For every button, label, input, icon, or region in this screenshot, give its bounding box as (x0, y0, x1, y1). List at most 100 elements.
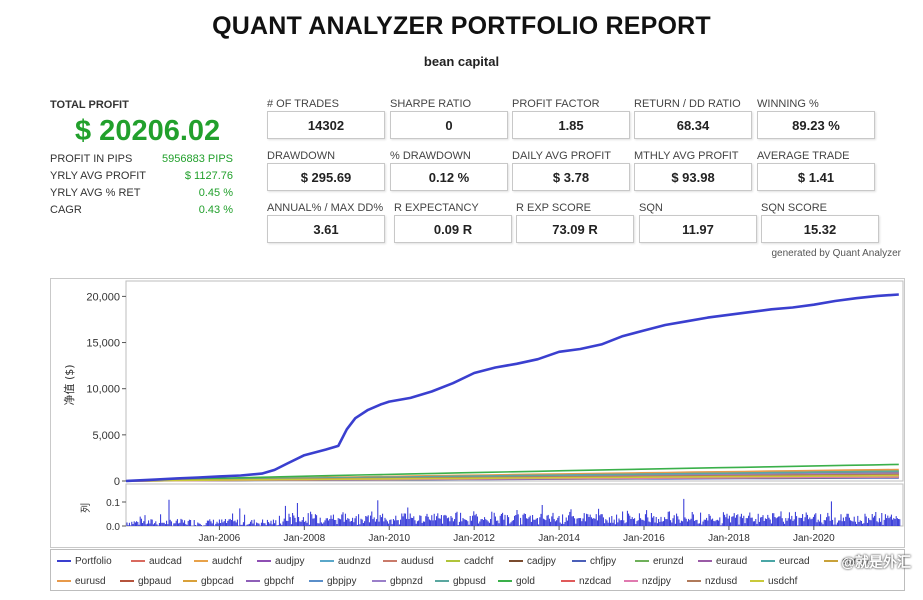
legend-swatch (750, 580, 764, 582)
legend-item-audnzd[interactable]: audnzd (314, 556, 377, 567)
legend-label: gbpcad (201, 575, 234, 587)
legend-swatch (57, 580, 71, 582)
series-line-gold (125, 463, 899, 482)
legend-item-gbpnzd[interactable]: gbpnzd (366, 576, 429, 587)
metric-value: $ 93.98 (634, 163, 752, 191)
legend-label: eurjpy (842, 555, 870, 567)
metric-r-exp-score: R EXP SCORE 73.09 R (516, 202, 634, 243)
summary-row-value: $ 1127.76 (184, 170, 233, 182)
report-title: QUANT ANALYZER PORTFOLIO REPORT (212, 12, 711, 40)
legend-item-erunzd[interactable]: erunzd (629, 556, 692, 567)
y-axis-label: 净值 ($) (62, 364, 76, 405)
x-tick-label: Jan-2018 (708, 533, 750, 544)
legend-swatch (498, 580, 512, 582)
legend-item-audusd[interactable]: audusd (377, 556, 440, 567)
legend-label: nzdusd (705, 575, 738, 587)
legend-item-gold[interactable]: gold (492, 576, 555, 587)
legend-label: audcad (149, 555, 182, 567)
legend-item-gbpusd[interactable]: gbpusd (429, 576, 492, 587)
watermark-text: @就是外汇 (841, 554, 911, 570)
legend-item-usdchf[interactable]: usdchf (744, 576, 807, 587)
legend-item-gbpaud[interactable]: gbpaud (114, 576, 177, 587)
metric-label: WINNING % (757, 98, 819, 110)
legend-item-audcad[interactable]: audcad (125, 556, 188, 567)
metric-label: SQN (639, 202, 663, 214)
legend-swatch (561, 580, 575, 582)
legend-swatch (698, 560, 712, 562)
legend-label: nzdjpy (642, 575, 671, 587)
summary-row-value: 0.43 % (198, 204, 233, 216)
metric-winning: WINNING % 89.23 % (757, 98, 875, 139)
legend-item-euraud[interactable]: euraud (692, 556, 755, 567)
legend-swatch (194, 560, 208, 562)
legend-label: gbpaud (138, 575, 172, 587)
metric-avg-trade: AVERAGE TRADE $ 1.41 (757, 150, 875, 191)
legend-item-gbpcad[interactable]: gbpcad (177, 576, 240, 587)
legend-item-cadjpy[interactable]: cadjpy (503, 556, 566, 567)
metric-value: 68.34 (634, 111, 752, 139)
summary-row-label: YRLY AVG % RET (50, 187, 141, 199)
legend-label: chfjpy (590, 555, 617, 567)
metric-value: 14302 (267, 111, 385, 139)
lower-y-tick-label: 0.1 (106, 498, 120, 509)
metric-value: 15.32 (761, 215, 879, 243)
x-tick-label: Jan-2016 (623, 533, 665, 544)
metric-label: R EXPECTANCY (394, 202, 479, 214)
metric-profit-factor: PROFIT FACTOR 1.85 (512, 98, 630, 139)
metric-value: 3.61 (267, 215, 385, 243)
legend-item-nzdcad[interactable]: nzdcad (555, 576, 618, 587)
legend-swatch (572, 560, 586, 562)
metric-value: $ 1.41 (757, 163, 875, 191)
legend-swatch (509, 560, 523, 562)
legend-item-chfjpy[interactable]: chfjpy (566, 556, 629, 567)
metric-label: DAILY AVG PROFIT (512, 150, 612, 162)
summary-row: YRLY AVG PROFIT $ 1127.76 (50, 170, 233, 182)
legend-item-gbpjpy[interactable]: gbpjpy (303, 576, 366, 587)
series-line-portfolio (125, 293, 899, 483)
legend-swatch (309, 580, 323, 582)
metric-value: 1.85 (512, 111, 630, 139)
legend-row: eurusd gbpaud gbpcad gbpchf gbpjpy gbpnzd gbpu… (51, 571, 807, 591)
metric-value: 0 (390, 111, 508, 139)
legend-label: eurcad (779, 555, 810, 567)
y-tick-label: 15,000 (86, 338, 120, 350)
summary-row: YRLY AVG % RET 0.45 % (50, 187, 233, 199)
x-tick-label: Jan-2020 (793, 533, 835, 544)
summary-row-label: CAGR (50, 204, 82, 216)
metric-label: SQN SCORE (761, 202, 828, 214)
legend-label: gbpchf (264, 575, 295, 587)
report-subtitle: bean capital (423, 54, 500, 69)
legend-label: gbpusd (453, 575, 486, 587)
metric-monthly-avg: MTHLY AVG PROFIT $ 93.98 (634, 150, 752, 191)
metric-return-dd: RETURN / DD RATIO 68.34 (634, 98, 752, 139)
legend-item-audjpy[interactable]: audjpy (251, 556, 314, 567)
metric-value: 0.09 R (394, 215, 512, 243)
legend-row: Portfolio audcad audchf audjpy audnzd audusd c… (51, 551, 881, 571)
metric-label: # OF TRADES (267, 98, 339, 110)
legend-item-eurusd[interactable]: eurusd (51, 576, 114, 587)
legend-item-gbpchf[interactable]: gbpchf (240, 576, 303, 587)
legend-item-audchf[interactable]: audchf (188, 556, 251, 567)
legend-swatch (687, 580, 701, 582)
legend-item-eurjpy[interactable]: eurjpy (818, 556, 881, 567)
legend-swatch (761, 560, 775, 562)
metric-value: $ 295.69 (267, 163, 385, 191)
legend-swatch (383, 560, 397, 562)
metric-daily-avg: DAILY AVG PROFIT $ 3.78 (512, 150, 630, 191)
x-tick-label: Jan-2010 (368, 533, 410, 544)
legend-item-nzdusd[interactable]: nzdusd (681, 576, 744, 587)
x-tick-label: Jan-2012 (453, 533, 495, 544)
legend-item-Portfolio[interactable]: Portfolio (51, 556, 125, 567)
metric-sqn: SQN 11.97 (639, 202, 757, 243)
upper-plot-area (125, 280, 904, 482)
legend-item-nzdjpy[interactable]: nzdjpy (618, 576, 681, 587)
legend-item-cadchf[interactable]: cadchf (440, 556, 503, 567)
metric-value: 0.12 % (390, 163, 508, 191)
legend-swatch (257, 560, 271, 562)
legend-label: erunzd (653, 555, 684, 567)
y-tick-label: 10,000 (86, 384, 120, 396)
metric-r-expectancy: R EXPECTANCY 0.09 R (394, 202, 512, 243)
legend-swatch (246, 580, 260, 582)
legend-label: audjpy (275, 555, 305, 567)
legend-item-eurcad[interactable]: eurcad (755, 556, 818, 567)
